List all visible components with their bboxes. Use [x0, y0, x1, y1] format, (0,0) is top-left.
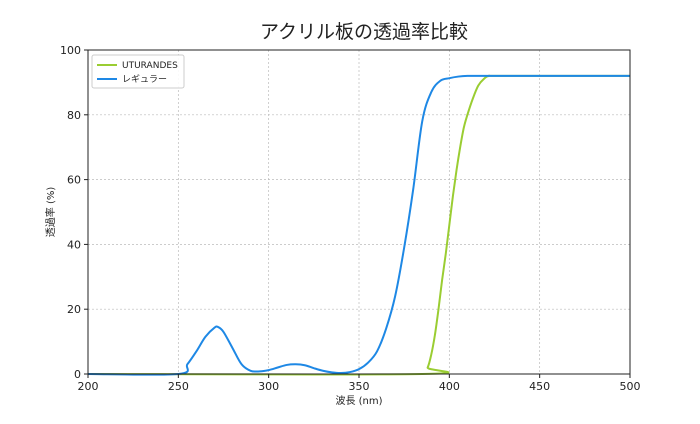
- x-tick-label: 350: [349, 380, 370, 393]
- x-tick-label: 450: [529, 380, 550, 393]
- series-line-regular: [87, 74, 630, 376]
- series-line-uturandes: [87, 74, 630, 376]
- x-axis-label: 波長 (nm): [335, 394, 382, 407]
- x-tick-label: 300: [258, 380, 279, 393]
- legend: UTURANDES レギュラー: [91, 54, 185, 89]
- y-tick-label: 60: [67, 174, 81, 187]
- ticks: 200 250 300 350 400 450 500 0 20 40 60 80 100: [60, 44, 641, 393]
- y-tick-label: 20: [67, 303, 81, 316]
- chart-title: アクリル板の透過率比較: [260, 21, 468, 43]
- x-tick-label: 500: [620, 380, 641, 393]
- y-tick-label: 100: [60, 44, 81, 57]
- grid: [87, 49, 631, 375]
- x-tick-label: 200: [78, 380, 99, 393]
- x-tick-label: 250: [168, 380, 189, 393]
- legend-label-uturandes: UTURANDES: [122, 61, 178, 71]
- y-axis-label: 透過率 (%): [44, 187, 57, 238]
- y-tick-label: 80: [67, 109, 81, 122]
- x-tick-label: 400: [439, 380, 460, 393]
- legend-label-regular: レギュラー: [122, 74, 167, 85]
- series-group: [87, 74, 630, 376]
- y-tick-label: 40: [67, 238, 81, 251]
- y-tick-label: 0: [74, 368, 81, 381]
